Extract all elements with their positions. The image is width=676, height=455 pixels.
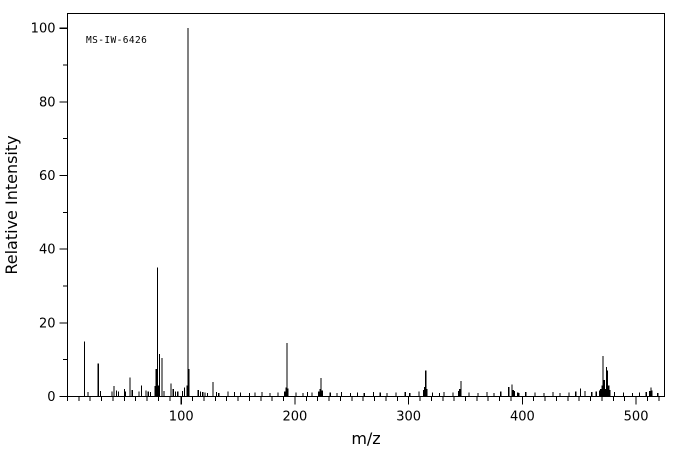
spectrum-peaks	[83, 28, 659, 397]
plot-frame	[66, 12, 666, 398]
x-tick-label: 200	[283, 410, 308, 425]
y-tick-label: 100	[31, 22, 56, 37]
x-axis-tick-labels: 100 200 300 400 500	[169, 410, 649, 425]
y-tick-label: 60	[39, 169, 56, 184]
x-tick-label: 500	[624, 410, 649, 425]
plot-frame-rect	[66, 12, 666, 398]
x-tick-label: 100	[169, 410, 194, 425]
x-axis-ticks	[67, 396, 660, 405]
y-tick-label: 40	[39, 243, 56, 258]
y-axis-title: Relative Intensity	[2, 135, 21, 274]
x-axis-title: m/z	[351, 429, 380, 448]
y-tick-label: 80	[39, 95, 56, 110]
y-tick-label: 20	[39, 316, 56, 331]
x-tick-label: 300	[396, 410, 421, 425]
y-axis-tick-labels: 0 20 40 60 80 100	[31, 22, 56, 405]
x-tick-label: 400	[510, 410, 535, 425]
y-tick-label: 0	[47, 390, 55, 405]
spectrum-id-annotation: MS-IW-6426	[86, 35, 147, 46]
y-axis-ticks	[59, 27, 68, 398]
